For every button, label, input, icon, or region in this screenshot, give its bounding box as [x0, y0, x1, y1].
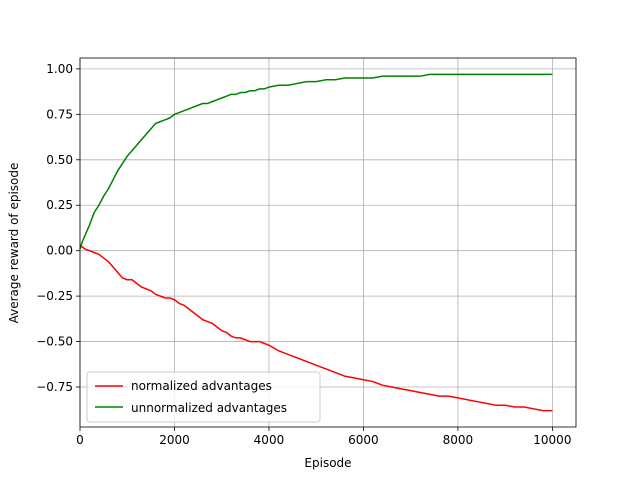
legend-label-unnormalized: unnormalized advantages: [131, 401, 287, 415]
x-tick-label: 2000: [159, 433, 190, 447]
legend-label-normalized: normalized advantages: [131, 379, 272, 393]
series-line-normalized: [79, 244, 553, 412]
legend: normalized advantages unnormalized advan…: [86, 371, 321, 423]
y-tick-label: 0.25: [46, 198, 73, 212]
grid-lines: [79, 58, 576, 427]
y-tick-label: 0.00: [46, 244, 73, 258]
axes: 0 2000 4000 6000 8000 10000 −0.75 −0.50 −0.25 0.0…: [36, 57, 577, 447]
y-tick-label: 1.00: [46, 62, 73, 76]
y-axis-label: Average reward of episode: [7, 163, 21, 324]
y-tick-label: −0.75: [36, 380, 73, 394]
x-tick-label: 6000: [348, 433, 379, 447]
x-tick-label: 4000: [254, 433, 285, 447]
x-tick-label: 8000: [443, 433, 474, 447]
x-tick-label: 0: [76, 433, 84, 447]
series-layer: [79, 73, 553, 412]
y-tick-label: −0.50: [36, 335, 73, 349]
x-axis-label: Episode: [304, 456, 351, 470]
y-tick-label: 0.75: [46, 107, 73, 121]
x-tick-label: 10000: [533, 433, 571, 447]
plot-frame: [79, 57, 577, 428]
y-tick-label: 0.50: [46, 153, 73, 167]
legend-box: [86, 371, 321, 423]
series-line-unnormalized: [79, 73, 553, 250]
y-tick-label: −0.25: [36, 289, 73, 303]
